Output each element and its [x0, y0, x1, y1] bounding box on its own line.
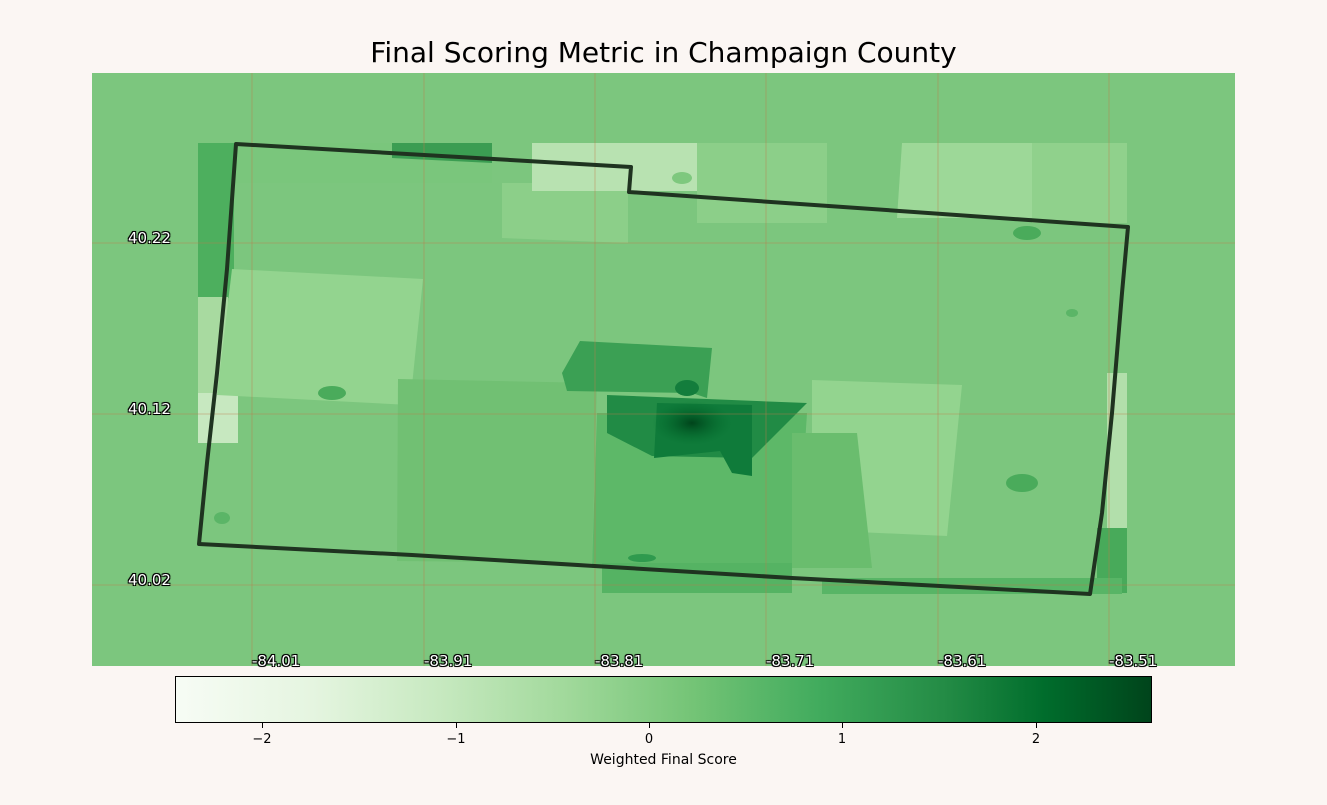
- spot: [672, 172, 692, 184]
- tile: [897, 143, 1032, 218]
- spot: [318, 386, 346, 400]
- colorbar-tick-label: 2: [1031, 732, 1041, 747]
- lon-tick-label: -83.81: [595, 652, 644, 670]
- urban-hotspot: [675, 380, 699, 396]
- lon-tick-label: -83.71: [766, 652, 815, 670]
- urban-area: [562, 341, 712, 398]
- colorbar-label: Weighted Final Score: [590, 752, 737, 768]
- colorbar-tick: [649, 723, 650, 728]
- lon-tick-label: -84.01: [252, 652, 301, 670]
- score-map: [92, 73, 1235, 666]
- map-area[interactable]: [92, 73, 1235, 666]
- tile: [792, 433, 872, 568]
- urban-hotspot: [652, 401, 732, 445]
- colorbar-tick: [456, 723, 457, 728]
- tile: [198, 393, 238, 443]
- lat-tick-label: 40.02: [128, 571, 171, 589]
- gridlines: [92, 73, 1235, 666]
- tile: [1032, 143, 1127, 223]
- spot: [1066, 309, 1078, 317]
- colorbar-tick-label: −2: [252, 732, 272, 747]
- spot: [214, 512, 230, 524]
- colorbar-tick: [262, 723, 263, 728]
- colorbar-tick: [842, 723, 843, 728]
- spot: [1006, 474, 1038, 492]
- colorbar: [175, 676, 1152, 723]
- tile: [397, 379, 597, 563]
- colorbar-tick: [1036, 723, 1037, 728]
- lon-tick-label: -83.61: [938, 652, 987, 670]
- lon-tick-label: -83.51: [1109, 652, 1158, 670]
- tile: [502, 183, 628, 243]
- chart-title: Final Scoring Metric in Champaign County: [370, 36, 957, 69]
- lat-tick-label: 40.22: [128, 229, 171, 247]
- lat-tick-label: 40.12: [128, 400, 171, 418]
- lon-tick-label: -83.91: [424, 652, 473, 670]
- colorbar-tick-label: 1: [837, 732, 847, 747]
- colorbar-tick-label: 0: [644, 732, 654, 747]
- spot: [628, 554, 656, 562]
- colorbar-tick-label: −1: [446, 732, 466, 747]
- spot: [1013, 226, 1041, 240]
- tile: [217, 269, 423, 405]
- county-border: [197, 142, 1130, 596]
- tile: [697, 143, 827, 223]
